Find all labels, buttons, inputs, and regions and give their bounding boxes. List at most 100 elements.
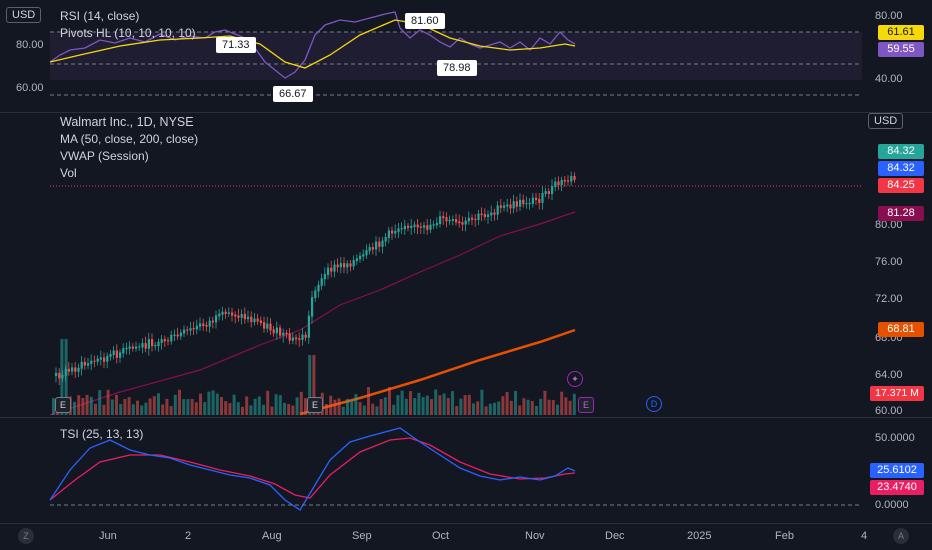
rsi-currency-label[interactable]: USD <box>6 7 42 23</box>
earnings-icon-3[interactable]: E <box>578 397 594 413</box>
candle-body <box>80 361 83 369</box>
ideas-icon[interactable]: ✦ <box>567 371 583 387</box>
candle-body <box>275 327 278 334</box>
candle-body <box>461 222 464 225</box>
symbol-title[interactable]: Walmart Inc., 1D, NYSE <box>60 115 194 129</box>
candle-body <box>435 223 438 226</box>
candle-body <box>77 367 80 372</box>
close-price-tag: 84.25 <box>878 178 924 193</box>
volume-bar <box>270 406 274 415</box>
candle-body <box>115 350 118 358</box>
dividend-icon[interactable]: D <box>646 396 662 412</box>
tsi-line <box>49 427 576 511</box>
candle-body <box>288 333 291 341</box>
volume-bar <box>52 398 55 415</box>
candle-body <box>416 224 419 228</box>
candle-body <box>90 360 93 365</box>
time-label-sep: Sep <box>352 530 372 542</box>
candle-body <box>307 315 310 338</box>
price-unit-button[interactable]: USD <box>868 113 904 129</box>
volume-bar <box>505 392 509 415</box>
candle-body <box>442 216 445 219</box>
volume-bar <box>451 391 454 415</box>
volume-bar <box>211 390 215 415</box>
tsi-panel-separator[interactable] <box>0 417 932 418</box>
volume-bar <box>455 406 459 415</box>
candle-body <box>371 247 374 250</box>
candle-body <box>243 313 246 320</box>
volume-bar <box>333 399 337 415</box>
rsi-panel-separator[interactable] <box>0 112 932 113</box>
candle-body <box>192 328 195 330</box>
volume-bar <box>190 398 194 415</box>
volume-bar <box>367 387 370 415</box>
pivot-callout-71-33: 71.33 <box>216 37 256 53</box>
candle-body <box>400 228 403 230</box>
volume-bar <box>94 403 97 415</box>
candle-body <box>499 205 502 208</box>
tsi-title[interactable]: TSI (25, 13, 13) <box>60 427 144 441</box>
candle-body <box>64 368 67 376</box>
volume-bar <box>518 405 522 415</box>
candle-body <box>464 220 467 225</box>
volume-bar <box>161 404 165 415</box>
candle-body <box>93 360 96 362</box>
ma-indicator-label[interactable]: MA (50, close, 200, close) <box>60 132 199 146</box>
volume-bar <box>564 397 568 415</box>
volume-bar <box>446 397 450 415</box>
candle-body <box>336 264 339 268</box>
volume-bar <box>186 399 190 415</box>
volume-bar <box>467 394 471 415</box>
earnings-icon-1[interactable]: E <box>55 397 71 413</box>
time-label-oct: Oct <box>432 530 450 542</box>
candle-body <box>157 341 160 346</box>
volume-bar <box>308 355 312 415</box>
candle-body <box>237 315 240 318</box>
volume-bar <box>501 396 505 415</box>
candle-body <box>279 327 282 336</box>
zoom-reset-button[interactable]: Z <box>18 528 34 544</box>
candle-body <box>138 346 141 348</box>
volume-bar <box>127 397 131 415</box>
candle-body <box>147 339 150 349</box>
volume-bar <box>404 398 408 415</box>
vol-indicator-label[interactable]: Vol <box>60 166 77 180</box>
volume-bar <box>299 391 303 415</box>
candle-body <box>173 334 176 336</box>
candle-body <box>215 315 218 323</box>
candle-body <box>567 180 570 182</box>
candle-body <box>330 267 333 272</box>
auto-scale-button[interactable]: A <box>893 528 909 544</box>
candle-body <box>445 217 448 222</box>
vwap-indicator-label[interactable]: VWAP (Session) <box>60 149 149 163</box>
candle-body <box>349 263 352 267</box>
volume-bar <box>249 405 253 415</box>
volume-bar <box>64 339 68 415</box>
rsi-title[interactable]: RSI (14, close) <box>60 9 140 23</box>
price-tick-76: 76.00 <box>875 256 903 268</box>
pivots-title[interactable]: Pivots HL (10, 10, 10, 10) <box>60 26 196 40</box>
tsi-value-tag: 25.6102 <box>870 463 924 478</box>
candle-body <box>131 346 134 349</box>
time-label-aug: Aug <box>262 530 282 542</box>
candle-body <box>253 318 256 323</box>
volume-bar <box>547 399 551 415</box>
candle-body <box>218 313 221 317</box>
volume-bar <box>106 389 110 415</box>
volume-bar <box>329 395 333 415</box>
candle-body <box>490 212 493 216</box>
candle-body <box>256 318 259 322</box>
rsi-line <box>49 11 576 79</box>
volume-bar <box>442 393 446 415</box>
candle-body <box>199 323 202 327</box>
candle-body <box>355 258 358 261</box>
candle-body <box>58 372 61 379</box>
candle-body <box>432 224 435 226</box>
volume-bar <box>81 398 85 415</box>
candle-body <box>365 250 368 256</box>
volume-bar <box>85 394 89 415</box>
candle-body <box>448 219 451 222</box>
volume-bar <box>346 398 349 415</box>
earnings-icon-2[interactable]: E <box>307 397 323 413</box>
